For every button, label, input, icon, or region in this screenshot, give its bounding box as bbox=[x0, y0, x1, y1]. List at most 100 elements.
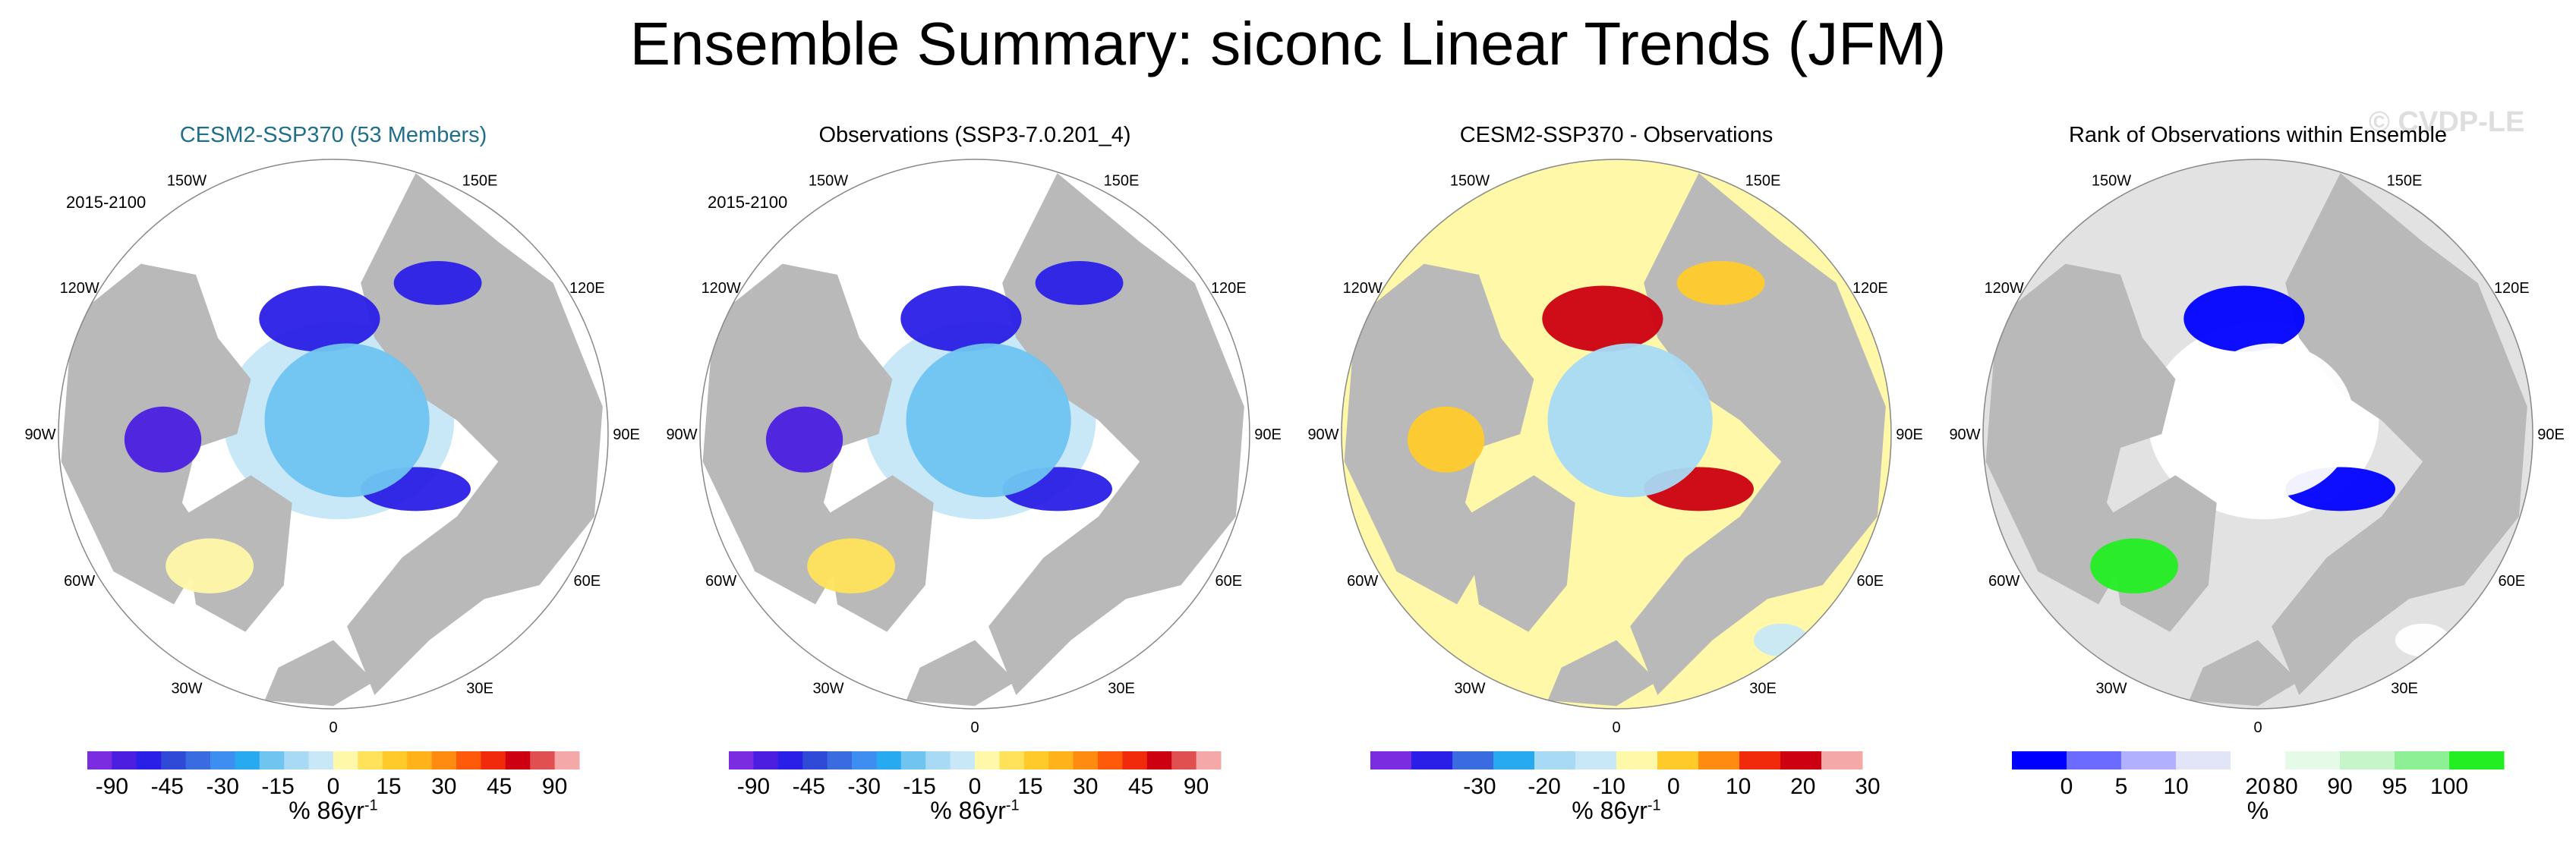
colorbar-swatch bbox=[900, 751, 926, 769]
colorbar-units: % 86yr-1 bbox=[930, 797, 1020, 824]
longitude-label: 30W bbox=[2095, 680, 2127, 697]
region-bering-chukchi bbox=[1542, 285, 1663, 352]
main-title: Ensemble Summary: siconc Linear Trends (… bbox=[629, 10, 1947, 77]
region-labrador-sea bbox=[807, 538, 896, 593]
land-mass bbox=[2189, 640, 2300, 707]
region-labrador-sea bbox=[2090, 538, 2179, 593]
longitude-label: 90W bbox=[24, 426, 55, 443]
longitude-label: 60E bbox=[1857, 573, 1884, 590]
panel-rank: Rank of Observations within Ensemble 180… bbox=[1936, 114, 2576, 856]
colorbar-swatch bbox=[729, 751, 754, 769]
colorbar-swatch bbox=[235, 751, 260, 769]
longitude-label: 120W bbox=[1343, 280, 1383, 297]
colorbar-units: % 86yr-1 bbox=[1572, 797, 1661, 824]
panel-obs-trend: Observations (SSP3-7.0.201_4) 2015-2100 … bbox=[653, 114, 1297, 856]
colorbar-tick-label: 90 bbox=[542, 774, 567, 797]
map-border bbox=[699, 159, 1250, 710]
colorbar-tick-label: -45 bbox=[151, 774, 184, 797]
polar-map: 180150E120E90E60E30E030W60W90W120W150W bbox=[666, 159, 1282, 736]
colorbar-tick-label: 5 bbox=[2115, 774, 2128, 797]
longitude-label: 150E bbox=[1745, 173, 1781, 190]
colorbar-tick-label: 0 bbox=[969, 774, 982, 797]
colorbar-swatch bbox=[2340, 751, 2395, 769]
region-labrador-sea bbox=[166, 538, 254, 593]
colorbar-tick-label: 90 bbox=[1184, 774, 1209, 797]
region-central-arctic bbox=[2189, 343, 2354, 498]
colorbar-swatch bbox=[1821, 751, 1863, 769]
colorbar-swatch bbox=[1411, 751, 1453, 769]
region-open-ocean bbox=[1754, 623, 1809, 657]
colorbar-swatch bbox=[2285, 751, 2341, 769]
longitude-label: 120W bbox=[60, 280, 99, 297]
longitude-label: 150W bbox=[167, 173, 207, 190]
colorbar-swatch bbox=[431, 751, 457, 769]
region-open-ocean bbox=[2395, 623, 2451, 657]
colorbar-swatch bbox=[2449, 751, 2505, 769]
colorbar-swatch bbox=[407, 751, 433, 769]
colorbar-swatch bbox=[2012, 751, 2067, 769]
colorbar-swatch bbox=[1122, 751, 1148, 769]
colorbar-swatch bbox=[1534, 751, 1576, 769]
colorbar-units: % 86yr-1 bbox=[288, 797, 378, 824]
colorbar-tick-label: -20 bbox=[1528, 774, 1560, 797]
colorbar-swatch bbox=[259, 751, 285, 769]
longitude-label: 30E bbox=[466, 680, 493, 697]
colorbar-swatch bbox=[827, 751, 853, 769]
longitude-label: 30W bbox=[1454, 680, 1485, 697]
colorbar-tick-label: -90 bbox=[737, 774, 770, 797]
land-mass bbox=[906, 640, 1017, 707]
colorbar-swatch bbox=[1698, 751, 1740, 769]
longitude-label: 90E bbox=[2537, 426, 2565, 443]
colorbar-swatch bbox=[1048, 751, 1074, 769]
colorbar: -90 -45 -30 -15 0 15 30 45 90 bbox=[87, 751, 580, 797]
colorbar-swatch bbox=[1780, 751, 1822, 769]
panel-title: CESM2-SSP370 - Observations bbox=[1459, 123, 1774, 147]
land-mass bbox=[264, 640, 375, 707]
colorbar-tick-label: 30 bbox=[1855, 774, 1880, 797]
region-hudson-bay bbox=[124, 406, 202, 473]
polar-map: 180150E120E90E60E30E030W60W90W120W150W bbox=[1307, 159, 1923, 736]
region-hudson-bay bbox=[765, 406, 843, 473]
colorbar-tick-label: 10 bbox=[2163, 774, 2188, 797]
colorbar-swatch bbox=[1196, 751, 1222, 769]
colorbar-tick-label: 80 bbox=[2272, 774, 2297, 797]
period-label: 2015-2100 bbox=[708, 193, 788, 212]
colorbar-swatch bbox=[136, 751, 162, 769]
colorbar-swatch bbox=[1171, 751, 1197, 769]
longitude-label: 90E bbox=[1896, 426, 1923, 443]
longitude-label: 150E bbox=[462, 173, 498, 190]
colorbar-swatch bbox=[2176, 751, 2231, 769]
colorbar-swatch bbox=[1146, 751, 1172, 769]
region-sea-of-okhotsk bbox=[1676, 260, 1765, 305]
polar-map: 180150E120E90E60E30E030W60W90W120W150W bbox=[1949, 159, 2565, 736]
colorbar-swatch bbox=[210, 751, 235, 769]
colorbar-swatch bbox=[382, 751, 408, 769]
longitude-label: 30E bbox=[2391, 680, 2418, 697]
colorbar-tick-label: 20 bbox=[2245, 774, 2270, 797]
colorbar-swatch bbox=[333, 751, 358, 769]
longitude-label: 30W bbox=[171, 680, 202, 697]
longitude-label: 0 bbox=[329, 719, 337, 736]
longitude-label: 120E bbox=[1211, 280, 1247, 297]
longitude-label: 60W bbox=[1988, 573, 2019, 590]
colorbar-swatch bbox=[2121, 751, 2177, 769]
colorbar: -30 -20 -10 0 10 20 30 bbox=[1370, 751, 1881, 797]
longitude-label: 60W bbox=[1347, 573, 1378, 590]
land-mass bbox=[347, 173, 603, 695]
colorbar-swatch bbox=[1657, 751, 1699, 769]
colorbar-swatch bbox=[1452, 751, 1494, 769]
longitude-label: 30W bbox=[812, 680, 843, 697]
land-mass bbox=[988, 173, 1244, 695]
colorbar-swatch bbox=[2067, 751, 2122, 769]
colorbar-swatch bbox=[1493, 751, 1535, 769]
colorbar-swatch bbox=[2395, 751, 2450, 769]
colorbar-swatch bbox=[2231, 751, 2286, 769]
colorbar-swatch bbox=[1575, 751, 1617, 769]
colorbar-swatch bbox=[925, 751, 951, 769]
colorbar-tick-label: -45 bbox=[793, 774, 825, 797]
colorbar-tick-label: 0 bbox=[2060, 774, 2073, 797]
region-sea-of-okhotsk bbox=[1035, 260, 1124, 305]
colorbar-swatch bbox=[1739, 751, 1781, 769]
colorbar-swatch bbox=[185, 751, 211, 769]
longitude-label: 120E bbox=[569, 280, 605, 297]
